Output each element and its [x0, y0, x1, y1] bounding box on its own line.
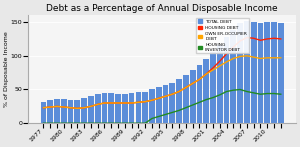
Bar — [196, 65, 202, 123]
Bar — [251, 22, 256, 123]
Bar — [156, 87, 162, 123]
Bar — [163, 85, 168, 123]
Bar — [169, 83, 175, 123]
Bar — [122, 93, 128, 123]
Bar — [230, 30, 236, 123]
Bar — [68, 100, 74, 123]
Bar — [278, 23, 284, 123]
Legend: TOTAL DEBT, HOUSING DEBT, OWN ER-OCCUPIER
DEBT, HOUSING
INVESTOR DEBT: TOTAL DEBT, HOUSING DEBT, OWN ER-OCCUPIE… — [196, 17, 249, 54]
Bar — [108, 93, 114, 123]
Title: Debt as a Percentage of Annual Disposable Income: Debt as a Percentage of Annual Disposabl… — [46, 4, 278, 13]
Bar — [271, 22, 277, 123]
Bar — [183, 75, 189, 123]
Bar — [74, 100, 80, 123]
Bar — [54, 99, 60, 123]
Bar — [129, 93, 134, 123]
Bar — [176, 79, 182, 123]
Bar — [95, 93, 100, 123]
Bar — [237, 23, 243, 123]
Bar — [203, 59, 209, 123]
Bar — [190, 70, 196, 123]
Bar — [115, 93, 121, 123]
Bar — [149, 90, 155, 123]
Bar — [258, 23, 263, 123]
Bar — [40, 102, 46, 123]
Bar — [136, 92, 141, 123]
Bar — [61, 99, 67, 123]
Bar — [264, 22, 270, 123]
Bar — [88, 96, 94, 123]
Bar — [81, 98, 87, 123]
Bar — [210, 52, 216, 123]
Y-axis label: % of Disposable Income: % of Disposable Income — [4, 31, 9, 107]
Bar — [142, 92, 148, 123]
Bar — [217, 45, 223, 123]
Bar — [47, 100, 53, 123]
Bar — [102, 93, 107, 123]
Bar — [224, 37, 230, 123]
Bar — [244, 21, 250, 123]
